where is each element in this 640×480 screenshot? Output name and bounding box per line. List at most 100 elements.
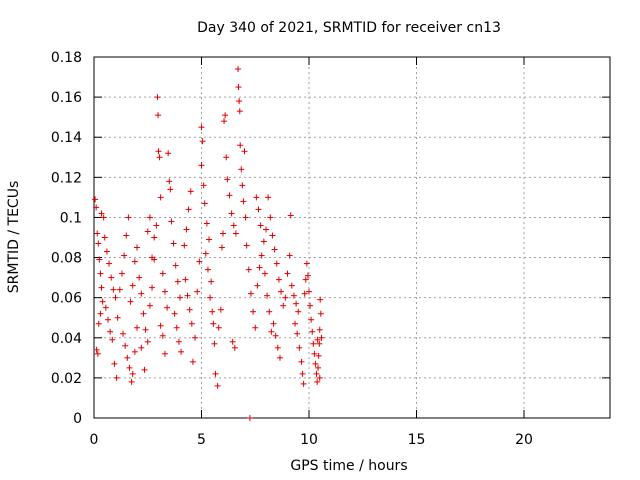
data-point [149,284,156,291]
data-point [170,240,177,247]
data-point [224,176,231,183]
data-point [185,206,192,213]
data-point [94,350,101,357]
data-point [165,150,172,157]
data-point [157,322,164,329]
data-point [93,346,100,353]
data-point [131,258,138,265]
data-point [125,214,132,221]
x-tick-label: 20 [515,432,533,448]
data-point [138,344,145,351]
data-point [300,380,307,387]
data-point [183,226,190,233]
data-point [155,148,162,155]
data-point [98,210,105,217]
data-point [181,242,188,249]
data-point [316,374,323,381]
data-point [121,252,128,259]
data-point [120,330,127,337]
data-point [210,320,217,327]
data-point [220,230,226,237]
data-point [168,218,175,225]
data-point [124,354,131,361]
data-point [301,290,308,297]
data-point [206,236,213,243]
data-point [316,326,323,333]
data-point [295,308,302,315]
data-point [302,276,309,283]
data-point [265,194,272,201]
y-tick-label: 0.12 [51,170,82,186]
data-point [278,288,285,295]
y-tick-label: 0.04 [51,331,82,347]
data-point [166,178,173,185]
data-point [97,310,104,317]
data-points [92,66,325,421]
data-point [214,382,221,389]
y-axis-label: SRMTID / TECUs [6,181,22,294]
y-tick-label: 0 [73,411,82,427]
data-point [290,292,297,299]
data-point [240,198,247,205]
data-point [243,242,250,249]
data-point [198,162,205,169]
data-point [237,142,244,149]
data-point [315,352,322,359]
data-point [98,284,105,291]
data-point [226,192,233,199]
data-point [106,260,113,267]
data-point [101,234,108,241]
data-point [131,348,138,355]
data-point [254,282,261,289]
y-tick-label: 0.1 [60,210,82,226]
data-point [266,308,273,315]
data-point [157,194,164,201]
data-point [122,342,129,349]
data-point [110,286,117,293]
data-point [201,200,208,207]
data-point [198,124,205,131]
data-point [146,302,153,309]
data-point [314,378,321,385]
data-point [138,290,145,297]
data-point [144,338,151,345]
data-point [235,84,242,91]
data-point [269,232,276,239]
data-point [112,294,119,301]
data-point [93,204,100,211]
data-point [159,270,166,277]
data-point [161,350,168,357]
data-point [196,258,203,265]
data-point [239,182,246,189]
data-point [154,94,161,101]
data-point [212,370,219,377]
data-point [252,324,259,331]
data-point [310,340,317,347]
data-point [299,370,306,377]
y-tick-label: 0.16 [51,90,82,106]
data-point [187,188,194,195]
data-point [260,238,267,245]
data-point [250,308,257,315]
data-point [314,336,321,343]
data-point [246,415,253,421]
data-point [199,138,206,145]
data-point [211,340,218,347]
data-point [292,320,299,327]
data-point [104,316,111,323]
data-point [215,324,222,331]
data-point [242,214,249,221]
data-point [304,272,311,279]
data-point [232,230,239,237]
data-point [107,328,114,335]
x-axis-label: GPS time / hours [290,458,407,474]
plot-area-border [93,56,611,419]
data-point [97,270,104,277]
data-point [221,118,228,125]
x-tick-label: 0 [90,432,99,448]
data-point [276,354,283,361]
data-point [94,230,101,237]
data-point [312,360,319,367]
data-point [208,278,215,285]
data-point [306,288,312,295]
